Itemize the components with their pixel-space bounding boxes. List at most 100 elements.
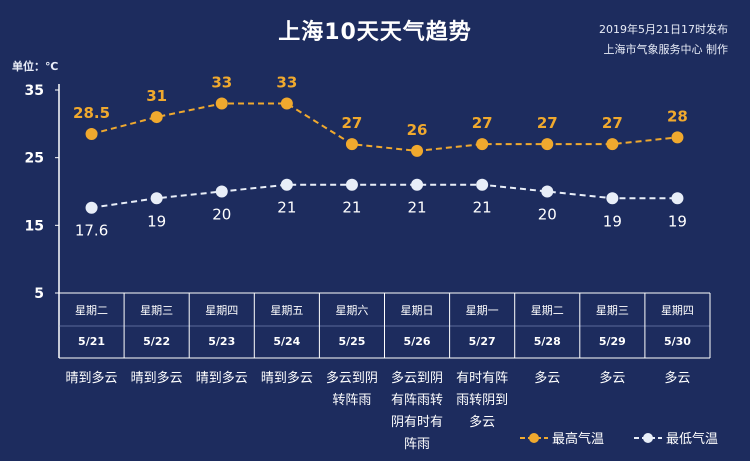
legend-low: 最低气温: [634, 428, 718, 447]
unit-label: 单位：℃: [12, 60, 59, 73]
weather-condition-line: 晴到多云: [260, 371, 313, 386]
weekday-label: 星期二: [531, 304, 564, 317]
weekday-label: 星期四: [661, 304, 694, 317]
date-label: 5/24: [273, 335, 300, 348]
high-temp-point: [85, 127, 98, 140]
low-temp-point: [280, 178, 293, 191]
high-temp-point: [345, 138, 358, 151]
date-label: 5/22: [143, 335, 170, 348]
low-temp-point: [150, 192, 163, 205]
legend-low-marker: [634, 432, 662, 443]
high-temp-label: 31: [146, 87, 167, 105]
high-temp-label: 33: [276, 74, 297, 92]
low-temp-point: [411, 178, 424, 191]
weekday-label: 星期六: [335, 304, 368, 317]
high-temp-line: [91, 102, 678, 152]
chart-title: 上海10天天气趋势: [278, 20, 472, 45]
low-temp-label: 19: [147, 212, 166, 230]
date-label: 5/30: [664, 335, 691, 348]
weather-condition-line: 多云: [664, 371, 691, 386]
low-temp-label: 17.6: [75, 222, 108, 240]
low-temp-label: 21: [473, 199, 492, 217]
weather-condition: 多云到阴有阵雨转阴有时有阵雨: [377, 368, 457, 456]
legend-high-marker: [520, 432, 548, 443]
weekday-label: 星期一: [466, 304, 499, 317]
high-temp-point: [280, 97, 293, 110]
high-temp-label: 27: [537, 114, 558, 132]
y-tick-label: 5: [34, 286, 44, 302]
high-temp-point: [541, 138, 554, 151]
weather-condition-line: 雨转阴到: [456, 393, 509, 408]
high-temp-point: [150, 111, 163, 124]
date-label: 5/27: [469, 335, 496, 348]
high-temp-label: 27: [342, 114, 363, 132]
low-temp-label: 19: [668, 212, 687, 230]
weekday-label: 星期三: [596, 304, 629, 317]
weekday-label: 星期三: [140, 304, 173, 317]
date-label: 5/23: [208, 335, 235, 348]
weather-condition-line: 晴到多云: [195, 371, 248, 386]
high-temp-point: [671, 131, 684, 144]
weather-condition-line: 多云: [534, 371, 561, 386]
weather-condition-line: 晴到多云: [65, 371, 118, 386]
weather-condition: 晴到多云: [52, 368, 132, 390]
high-temp-label: 26: [407, 121, 428, 139]
weather-condition-line: 多云到阴: [391, 371, 444, 386]
weather-condition: 多云: [572, 368, 652, 390]
weather-condition-line: 晴到多云: [130, 371, 183, 386]
date-label: 5/21: [78, 335, 105, 348]
weather-condition-line: 阴有时有: [391, 415, 444, 430]
low-temp-label: 21: [277, 199, 296, 217]
weather-condition: 晴到多云: [182, 368, 262, 390]
low-temp-label: 20: [538, 206, 557, 224]
publish-time: 2019年5月21日17时发布: [599, 23, 728, 36]
low-temp-point: [85, 201, 98, 214]
date-label: 5/29: [599, 335, 626, 348]
high-temp-point: [411, 144, 424, 157]
low-temp-point: [671, 192, 684, 205]
high-temp-label: 28.5: [73, 104, 110, 122]
high-temp-label: 33: [211, 74, 232, 92]
high-temp-label: 27: [472, 114, 493, 132]
weekday-label: 星期二: [75, 304, 108, 317]
y-tick-label: 15: [25, 218, 44, 234]
weather-condition: 多云: [507, 368, 587, 390]
low-temp-point: [606, 192, 619, 205]
low-temp-label: 21: [342, 199, 361, 217]
date-label: 5/26: [404, 335, 431, 348]
high-temp-point: [476, 138, 489, 151]
legend-low-label: 最低气温: [666, 432, 719, 447]
weather-condition: 多云到阴 转阵雨: [312, 368, 392, 412]
weather-condition-line: 多云到阴: [325, 371, 378, 386]
low-temp-point: [215, 185, 228, 198]
low-temp-label: 20: [212, 206, 231, 224]
date-label: 5/28: [534, 335, 561, 348]
date-label: 5/25: [338, 335, 365, 348]
weather-condition-line: 有阵雨转: [391, 393, 444, 408]
weather-condition-line: 有时有阵: [456, 371, 509, 386]
legend-high: 最高气温: [520, 428, 604, 447]
publisher: 上海市气象服务中心 制作: [603, 43, 729, 56]
low-temp-point: [541, 185, 554, 198]
y-tick-label: 25: [25, 151, 44, 167]
weather-condition: 有时有阵雨转阴到多云: [442, 368, 522, 434]
weather-condition-line: 转阵雨: [332, 393, 372, 408]
weather-condition: 多云: [637, 368, 717, 390]
low-temp-label: 21: [408, 199, 427, 217]
y-tick-label: 35: [25, 83, 44, 99]
high-temp-label: 28: [667, 107, 688, 125]
legend-high-label: 最高气温: [552, 432, 605, 447]
high-temp-label: 27: [602, 114, 623, 132]
high-temp-point: [606, 138, 619, 151]
weather-condition-line: 阵雨: [404, 437, 431, 452]
weather-condition: 晴到多云: [117, 368, 197, 390]
weather-condition-line: 多云: [469, 415, 496, 430]
weather-condition-line: 多云: [599, 371, 626, 386]
weather-condition: 晴到多云: [247, 368, 327, 390]
low-temp-point: [476, 178, 489, 191]
low-temp-line: [91, 183, 678, 209]
publish-info: 2019年5月21日17时发布 上海市气象服务中心 制作: [599, 20, 728, 60]
weekday-label: 星期日: [401, 304, 434, 317]
low-temp-point: [345, 178, 358, 191]
